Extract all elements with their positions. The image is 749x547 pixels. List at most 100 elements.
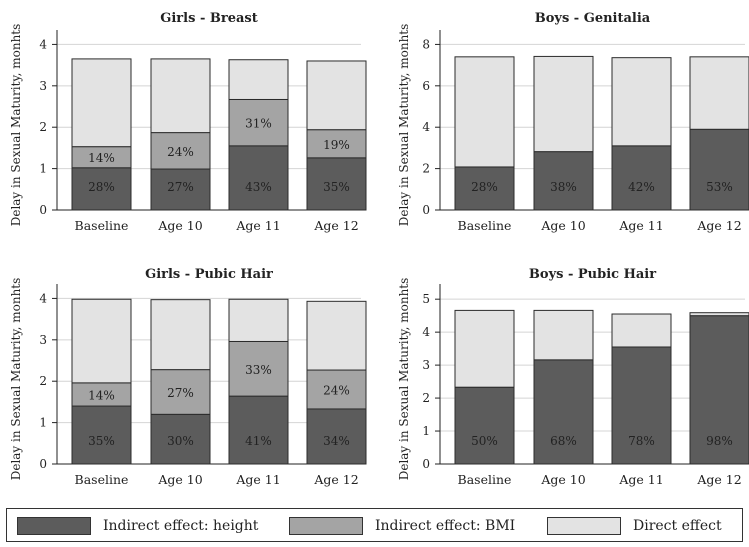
x-tick-label: Age 12 bbox=[313, 472, 358, 487]
x-tick-label: Age 12 bbox=[696, 472, 741, 487]
data-label: 19% bbox=[323, 138, 350, 152]
data-label: 50% bbox=[471, 434, 498, 448]
data-label: 38% bbox=[550, 180, 577, 194]
legend-swatch-direct bbox=[547, 517, 621, 535]
bar-segment-direct bbox=[454, 309, 515, 388]
bar-segment-bmi bbox=[306, 369, 367, 410]
bar-segment-height bbox=[611, 346, 672, 465]
data-label: 34% bbox=[323, 434, 350, 448]
bar-segment-height bbox=[454, 166, 515, 211]
bar-segment-direct bbox=[306, 60, 367, 131]
legend-label-bmi: Indirect effect: BMI bbox=[375, 518, 516, 534]
y-tick-label: 4 bbox=[39, 37, 47, 51]
bar-segment-direct bbox=[228, 59, 289, 100]
legend-item-bmi: Indirect effect: BMI bbox=[289, 516, 515, 536]
data-label: 14% bbox=[88, 151, 115, 165]
x-tick-label: Age 11 bbox=[618, 218, 663, 233]
y-tick-label: 3 bbox=[39, 79, 47, 93]
data-label: 35% bbox=[88, 434, 115, 448]
x-tick-label: Baseline bbox=[458, 472, 512, 487]
bar-segment-bmi bbox=[150, 132, 211, 170]
bar-segment-bmi bbox=[228, 98, 289, 147]
y-tick-label: 1 bbox=[422, 424, 430, 438]
data-label: 98% bbox=[706, 434, 733, 448]
bar-segment-direct bbox=[306, 300, 367, 371]
y-tick-label: 0 bbox=[422, 457, 430, 471]
legend-label-height: Indirect effect: height bbox=[103, 518, 259, 534]
bar-segment-bmi bbox=[228, 340, 289, 397]
chart-panel-3: Boys - Pubic Hair Delay in Sexual Maturit… bbox=[397, 267, 749, 487]
y-tick-label: 2 bbox=[422, 391, 430, 405]
y-tick-label: 0 bbox=[39, 203, 47, 217]
bar-segment-direct bbox=[150, 299, 211, 371]
x-tick-label: Age 10 bbox=[540, 472, 585, 487]
bar-segment-direct bbox=[611, 57, 672, 147]
y-axis-label: Delay in Sexual Maturity, monhts bbox=[9, 24, 23, 227]
chart-panel-0: Girls - Breast Delay in Sexual Maturity, … bbox=[9, 11, 367, 233]
bar-segment-height bbox=[689, 128, 749, 211]
data-label: 27% bbox=[167, 386, 194, 400]
bar-segment-bmi bbox=[306, 129, 367, 159]
bar-segment-height bbox=[689, 315, 749, 465]
y-tick-label: 5 bbox=[422, 292, 430, 306]
x-tick-label: Baseline bbox=[458, 218, 512, 233]
x-tick-label: Age 11 bbox=[235, 472, 280, 487]
x-tick-label: Age 11 bbox=[618, 472, 663, 487]
bar-segment-height bbox=[228, 395, 289, 465]
bar-segment-direct bbox=[689, 312, 749, 317]
y-tick-label: 3 bbox=[422, 358, 430, 372]
bar-segment-direct bbox=[533, 55, 594, 153]
data-label: 43% bbox=[245, 180, 272, 194]
bar-segment-height bbox=[611, 145, 672, 211]
x-tick-label: Baseline bbox=[75, 472, 129, 487]
data-label: 78% bbox=[628, 434, 655, 448]
data-label: 24% bbox=[323, 383, 350, 397]
y-tick-label: 2 bbox=[39, 374, 47, 388]
panel-title: Girls - Pubic Hair bbox=[145, 267, 273, 282]
legend-swatch-height bbox=[17, 517, 91, 535]
y-tick-label: 4 bbox=[39, 291, 47, 305]
bar-segment-direct bbox=[454, 56, 515, 168]
x-tick-label: Age 10 bbox=[540, 218, 585, 233]
data-label: 31% bbox=[245, 117, 272, 131]
bar-segment-height bbox=[150, 168, 211, 211]
x-tick-label: Age 11 bbox=[235, 218, 280, 233]
y-axis-label: Delay in Sexual Maturity, monhts bbox=[397, 24, 411, 227]
y-tick-label: 4 bbox=[422, 325, 430, 339]
y-tick-label: 3 bbox=[39, 333, 47, 347]
chart-panel-1: Boys - Genitalia Delay in Sexual Maturity… bbox=[397, 11, 749, 233]
chart-legend: Indirect effect: height Indirect effect:… bbox=[6, 508, 743, 542]
panel-title: Boys - Genitalia bbox=[535, 11, 651, 26]
bar-segment-direct bbox=[611, 313, 672, 348]
legend-swatch-bmi bbox=[289, 517, 363, 535]
panel-title: Girls - Breast bbox=[160, 11, 257, 26]
bar-segment-direct bbox=[71, 298, 132, 384]
x-tick-label: Age 10 bbox=[157, 218, 202, 233]
bar-segment-height bbox=[533, 151, 594, 211]
data-label: 35% bbox=[323, 180, 350, 194]
bar-segment-direct bbox=[150, 58, 211, 134]
bar-segment-height bbox=[150, 413, 211, 465]
legend-label-direct: Direct effect bbox=[633, 518, 722, 534]
y-axis-label: Delay in Sexual Maturity, monhts bbox=[397, 278, 411, 481]
data-label: 41% bbox=[245, 434, 272, 448]
y-tick-label: 1 bbox=[39, 162, 47, 176]
data-label: 28% bbox=[88, 180, 115, 194]
bar-segment-direct bbox=[71, 58, 132, 148]
data-label: 33% bbox=[245, 363, 272, 377]
data-label: 53% bbox=[706, 180, 733, 194]
y-tick-label: 2 bbox=[39, 120, 47, 134]
data-label: 68% bbox=[550, 434, 577, 448]
x-tick-label: Age 12 bbox=[696, 218, 741, 233]
y-tick-label: 0 bbox=[422, 203, 430, 217]
y-tick-label: 2 bbox=[422, 162, 430, 176]
bar-segment-direct bbox=[533, 309, 594, 361]
y-tick-label: 0 bbox=[39, 457, 47, 471]
bar-segment-direct bbox=[228, 298, 289, 342]
legend-item-height: Indirect effect: height bbox=[17, 516, 258, 536]
legend-item-direct: Direct effect bbox=[547, 516, 722, 536]
bar-segment-height bbox=[306, 157, 367, 211]
bar-segment-height bbox=[454, 386, 515, 465]
x-tick-label: Age 12 bbox=[313, 218, 358, 233]
